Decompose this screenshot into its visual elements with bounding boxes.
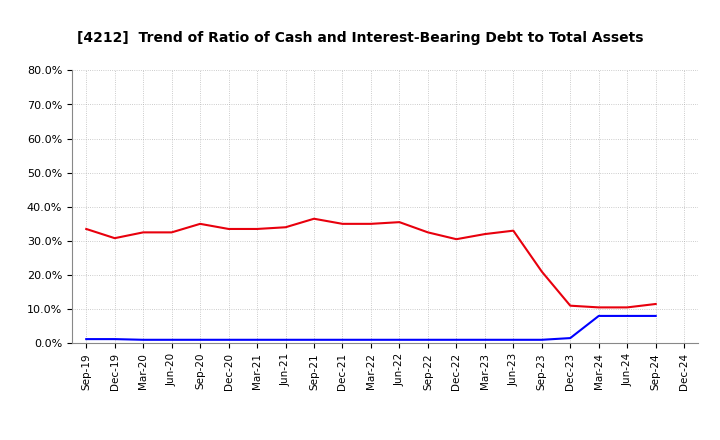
Cash bbox=[509, 228, 518, 233]
Interest-Bearing Debt bbox=[366, 337, 375, 342]
Cash bbox=[566, 303, 575, 308]
Interest-Bearing Debt bbox=[282, 337, 290, 342]
Cash bbox=[480, 231, 489, 237]
Cash bbox=[167, 230, 176, 235]
Interest-Bearing Debt bbox=[480, 337, 489, 342]
Cash bbox=[652, 301, 660, 307]
Cash bbox=[282, 224, 290, 230]
Interest-Bearing Debt bbox=[82, 337, 91, 342]
Cash bbox=[595, 305, 603, 310]
Cash bbox=[338, 221, 347, 227]
Cash bbox=[310, 216, 318, 221]
Cash bbox=[452, 237, 461, 242]
Interest-Bearing Debt bbox=[537, 337, 546, 342]
Cash bbox=[225, 226, 233, 231]
Interest-Bearing Debt bbox=[395, 337, 404, 342]
Interest-Bearing Debt bbox=[509, 337, 518, 342]
Cash bbox=[253, 226, 261, 231]
Cash bbox=[139, 230, 148, 235]
Interest-Bearing Debt bbox=[139, 337, 148, 342]
Text: [4212]  Trend of Ratio of Cash and Interest-Bearing Debt to Total Assets: [4212] Trend of Ratio of Cash and Intere… bbox=[77, 31, 643, 45]
Interest-Bearing Debt bbox=[452, 337, 461, 342]
Interest-Bearing Debt bbox=[110, 337, 119, 342]
Interest-Bearing Debt bbox=[566, 335, 575, 341]
Cash bbox=[110, 235, 119, 241]
Line: Cash: Cash bbox=[86, 219, 656, 308]
Interest-Bearing Debt bbox=[196, 337, 204, 342]
Interest-Bearing Debt bbox=[623, 313, 631, 319]
Cash bbox=[82, 226, 91, 231]
Interest-Bearing Debt bbox=[423, 337, 432, 342]
Cash bbox=[537, 269, 546, 274]
Line: Interest-Bearing Debt: Interest-Bearing Debt bbox=[86, 316, 656, 340]
Interest-Bearing Debt bbox=[310, 337, 318, 342]
Interest-Bearing Debt bbox=[595, 313, 603, 319]
Interest-Bearing Debt bbox=[225, 337, 233, 342]
Cash bbox=[196, 221, 204, 227]
Cash bbox=[366, 221, 375, 227]
Cash bbox=[395, 220, 404, 225]
Cash bbox=[423, 230, 432, 235]
Cash bbox=[623, 305, 631, 310]
Interest-Bearing Debt bbox=[253, 337, 261, 342]
Interest-Bearing Debt bbox=[338, 337, 347, 342]
Interest-Bearing Debt bbox=[167, 337, 176, 342]
Interest-Bearing Debt bbox=[652, 313, 660, 319]
